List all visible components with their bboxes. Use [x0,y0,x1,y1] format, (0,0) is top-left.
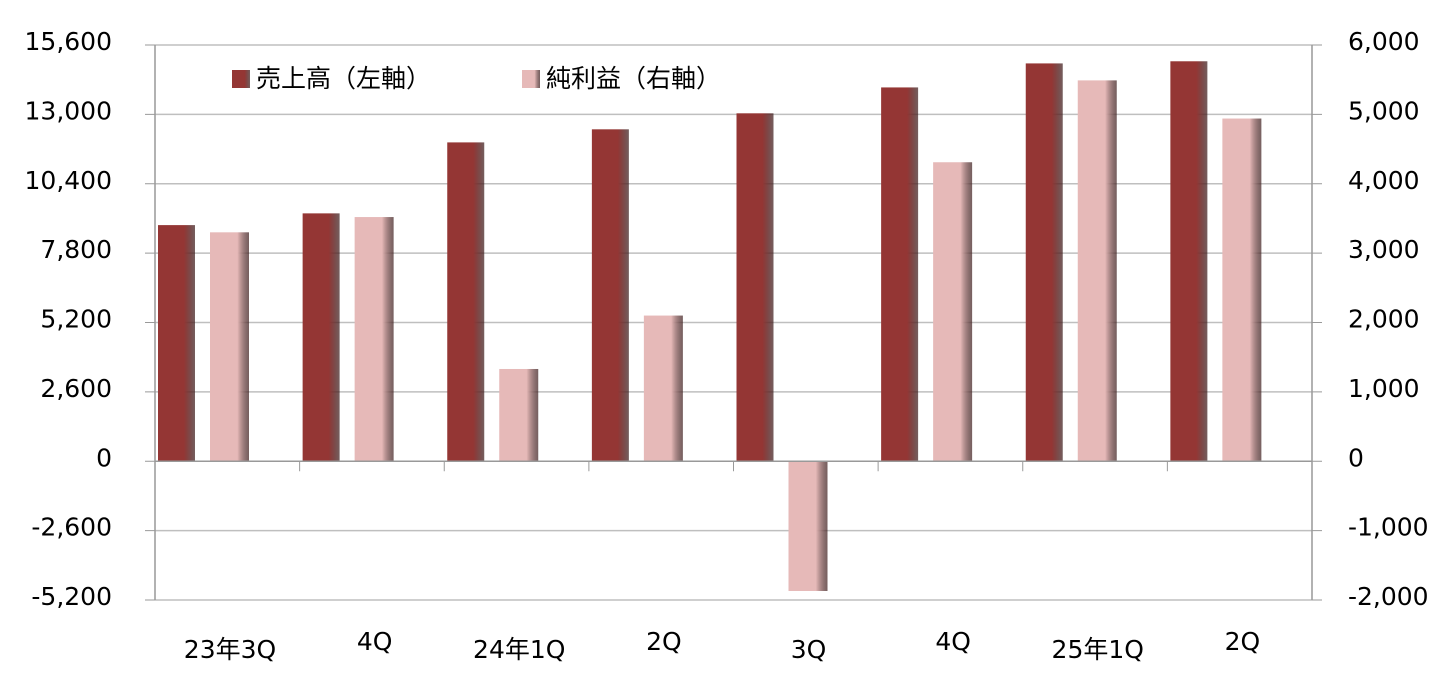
y2-tick-label: 1,000 [1348,374,1420,403]
y-tick-label: 10,400 [25,166,112,195]
bar [643,315,683,462]
x-tick-label: 2Q [646,627,682,656]
x-tick-label: 2Q [1225,627,1261,656]
bar [354,217,394,462]
bar [933,162,973,462]
y2-tick-label: -2,000 [1348,582,1429,611]
y-tick-label: 2,600 [40,374,112,403]
x-tick-label: 4Q [935,627,971,656]
y-tick-label: -5,200 [31,582,112,611]
bar [499,368,539,462]
bar [1222,118,1262,462]
bar [210,232,249,462]
y-tick-label: 13,000 [25,96,112,125]
legend-label: 純利益（右軸） [546,64,721,93]
y-tick-label: 5,200 [40,305,112,334]
bar [591,129,629,462]
y-tick-label: 15,600 [25,27,112,56]
x-tick-label: 24年1Q [473,635,565,664]
y-tick-label: 7,800 [40,235,112,264]
bar [788,461,828,591]
x-tick-label: 23年3Q [184,635,276,664]
y2-tick-label: 6,000 [1348,27,1420,56]
y2-tick-label: 0 [1348,443,1364,472]
x-tick-label: 3Q [791,635,827,664]
y2-tick-label: -1,000 [1348,513,1429,542]
y2-tick-label: 3,000 [1348,235,1420,264]
bar [158,225,195,462]
bar [1025,63,1063,462]
y-tick-label: 0 [96,443,112,472]
x-tick-label: 4Q [357,627,393,656]
legend-swatch [232,70,250,88]
y2-tick-label: 4,000 [1348,166,1420,195]
bar [1077,80,1117,462]
legend-swatch [522,70,540,88]
bar [881,87,919,462]
y2-tick-label: 5,000 [1348,96,1420,125]
bar [736,113,774,462]
x-tick-label: 25年1Q [1052,635,1144,664]
bar [447,142,485,462]
bar [1170,61,1208,462]
legend-label: 売上高（左軸） [256,64,431,93]
y2-tick-label: 2,000 [1348,305,1420,334]
bar [302,213,340,462]
y-tick-label: -2,600 [31,513,112,542]
